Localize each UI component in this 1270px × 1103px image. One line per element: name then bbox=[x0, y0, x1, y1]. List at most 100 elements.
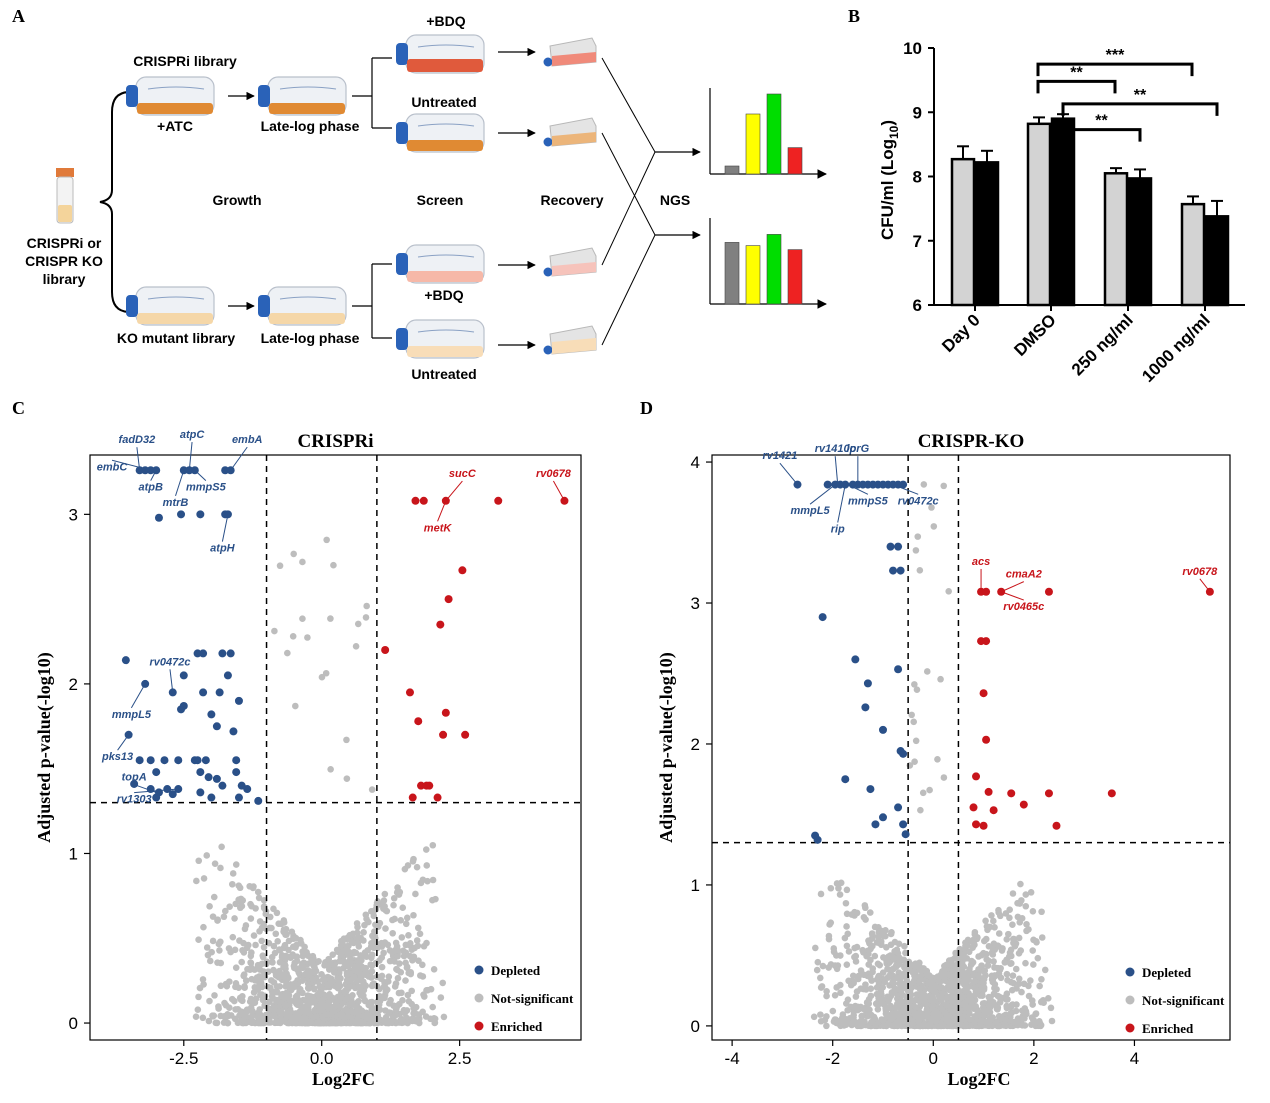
ns-point bbox=[1036, 1018, 1043, 1025]
hist-bar bbox=[745, 113, 761, 175]
ns-point bbox=[354, 1010, 362, 1018]
label-screen: Screen bbox=[417, 192, 464, 208]
ns-point bbox=[214, 959, 221, 966]
label-leader bbox=[847, 484, 869, 495]
ns-point bbox=[378, 972, 386, 980]
ns-point bbox=[368, 939, 375, 947]
depleted-point bbox=[193, 756, 202, 765]
ns-point bbox=[269, 959, 276, 966]
depleted-point bbox=[154, 513, 163, 522]
ns-point bbox=[920, 481, 928, 488]
ns-point bbox=[821, 1016, 829, 1024]
ns-point bbox=[959, 1000, 967, 1008]
panel-letter-a: A bbox=[12, 6, 25, 26]
ns-point bbox=[256, 927, 263, 935]
y-tick-label: 8 bbox=[913, 168, 922, 187]
depleted-point bbox=[896, 566, 905, 575]
ns-point bbox=[810, 1013, 818, 1021]
ns-point bbox=[970, 978, 977, 986]
ns-point bbox=[341, 988, 349, 995]
ns-point bbox=[217, 864, 224, 872]
ns-point bbox=[239, 946, 246, 954]
enriched-point bbox=[422, 781, 431, 790]
depleted-point bbox=[207, 710, 216, 719]
ns-point bbox=[989, 1014, 997, 1021]
panel-letter-d: D bbox=[640, 398, 653, 418]
legend-marker bbox=[474, 965, 484, 975]
ns-point bbox=[912, 737, 920, 745]
legend-label: Not-significant bbox=[1142, 993, 1225, 1008]
depleted-point bbox=[866, 785, 875, 794]
panel-letter-b: B bbox=[848, 6, 860, 26]
ns-point bbox=[879, 1016, 887, 1024]
ns-point bbox=[361, 996, 368, 1004]
ns-point bbox=[206, 903, 213, 910]
ns-point bbox=[913, 1004, 920, 1012]
ns-point bbox=[1018, 897, 1025, 904]
ns-point bbox=[344, 970, 352, 978]
ns-point bbox=[300, 949, 308, 956]
y-tick-label: 1 bbox=[69, 844, 78, 863]
enriched-point bbox=[419, 496, 428, 505]
ns-point bbox=[327, 615, 334, 622]
ns-point bbox=[1029, 1016, 1037, 1024]
ns-point bbox=[402, 959, 409, 967]
ns-point bbox=[916, 973, 924, 981]
enriched-point bbox=[989, 806, 998, 815]
ns-point bbox=[942, 1016, 950, 1023]
ns-point bbox=[922, 1012, 930, 1020]
ns-point bbox=[874, 933, 882, 941]
ns-point bbox=[963, 969, 971, 977]
ns-point bbox=[400, 1006, 408, 1014]
ns-point bbox=[812, 944, 819, 952]
ns-point bbox=[225, 945, 233, 952]
ns-point bbox=[248, 1013, 255, 1021]
gene-label: atpB bbox=[138, 482, 163, 494]
ns-point bbox=[962, 985, 969, 993]
ns-point bbox=[240, 971, 248, 978]
label-leader bbox=[230, 446, 248, 471]
ns-point bbox=[232, 1006, 239, 1013]
schematic-panel: CRISPRi or CRISPR KO library CRISPRi lib… bbox=[25, 13, 827, 382]
y-tick-label: 1 bbox=[691, 876, 700, 895]
ns-point bbox=[391, 983, 399, 990]
ns-point bbox=[962, 974, 970, 982]
ns-point bbox=[926, 1021, 934, 1029]
ns-point bbox=[408, 1000, 415, 1008]
ns-point bbox=[431, 1019, 438, 1027]
gene-label: atpH bbox=[210, 543, 236, 555]
ns-point bbox=[270, 1011, 278, 1019]
ns-point bbox=[975, 972, 982, 980]
enriched-point bbox=[494, 496, 503, 505]
ns-point bbox=[362, 982, 370, 990]
ns-point bbox=[387, 996, 394, 1004]
depleted-point bbox=[878, 813, 887, 822]
bar-histogram-icon bbox=[709, 88, 827, 179]
depleted-point bbox=[218, 649, 227, 658]
label-leader bbox=[892, 484, 919, 495]
ns-point bbox=[904, 1009, 912, 1017]
depleted-point bbox=[201, 756, 210, 765]
ns-point bbox=[827, 884, 835, 892]
ns-point bbox=[989, 951, 997, 958]
ns-point bbox=[900, 1014, 907, 1022]
ns-point bbox=[288, 1014, 295, 1021]
ns-point bbox=[267, 977, 275, 984]
ns-point bbox=[330, 962, 338, 970]
ns-point bbox=[314, 1018, 322, 1026]
legend-label: Enriched bbox=[491, 1019, 543, 1034]
ns-point bbox=[250, 932, 258, 939]
ns-point bbox=[287, 954, 294, 961]
ns-point bbox=[916, 963, 923, 970]
ns-point bbox=[330, 969, 338, 976]
ns-point bbox=[353, 920, 361, 927]
ns-point bbox=[363, 602, 370, 610]
ns-point bbox=[949, 961, 956, 968]
ns-point bbox=[816, 974, 824, 982]
x-tick-label: -2 bbox=[825, 1049, 840, 1068]
label-leader bbox=[111, 459, 151, 471]
y-tick-label: 3 bbox=[691, 594, 700, 613]
ns-point bbox=[352, 1003, 360, 1011]
enriched-point bbox=[1107, 789, 1116, 798]
enriched-point bbox=[444, 595, 453, 604]
